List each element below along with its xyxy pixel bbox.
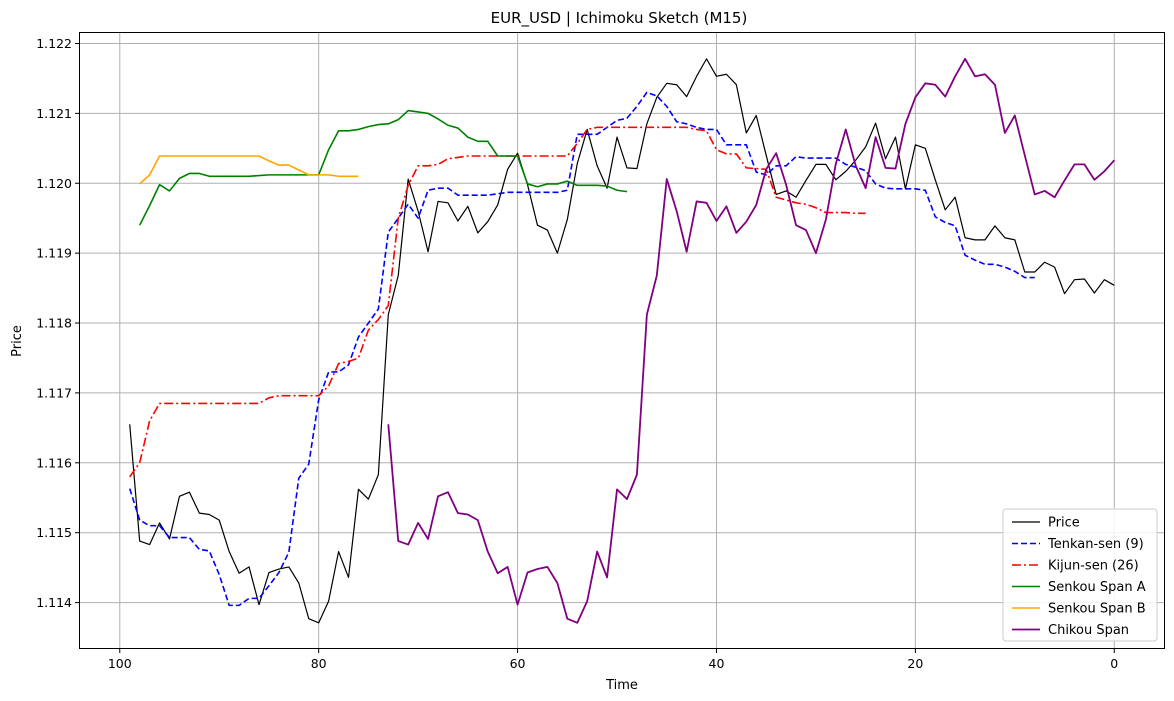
legend-label-kijun-sen-26: Kijun-sen (26) <box>1048 559 1139 574</box>
series-line-chikou-span <box>387 57 1115 624</box>
legend-label-chikou-span: Chikou Span <box>1048 623 1129 638</box>
x-tick-label: 0 <box>1110 656 1118 671</box>
y-tick-label: 1.116 <box>36 455 72 470</box>
y-tick-label: 1.114 <box>36 595 72 610</box>
legend-label-price: Price <box>1048 516 1080 531</box>
legend: Price Tenkan-sen (9) Kijun-sen (26) Senkou … <box>1002 508 1158 642</box>
grid-layer <box>80 33 1164 648</box>
y-tick-label: 1.121 <box>36 106 72 121</box>
series-line-price <box>129 58 1115 624</box>
y-axis-label: Price <box>10 325 25 357</box>
series-line-senkou-span-a <box>138 109 628 226</box>
series-layer <box>128 57 1115 624</box>
tick-layer: 100 80 60 40 20 0 1.114 1.115 1.116 1.117 1.118 1.1… <box>36 36 1118 671</box>
y-tick-label: 1.119 <box>36 246 72 261</box>
y-tick-label: 1.122 <box>36 36 72 51</box>
x-tick-label: 40 <box>709 656 725 671</box>
series-line-kijun-sen-26 <box>129 126 866 478</box>
y-tick-label: 1.117 <box>36 385 72 400</box>
x-tick-label: 60 <box>510 656 526 671</box>
x-tick-label: 80 <box>311 656 327 671</box>
y-tick-label: 1.115 <box>36 525 72 540</box>
legend-label-tenkan-sen-9: Tenkan-sen (9) <box>1047 537 1144 552</box>
legend-label-senkou-span-a: Senkou Span A <box>1048 580 1146 595</box>
x-tick-label: 20 <box>907 656 923 671</box>
legend-items: Price Tenkan-sen (9) Kijun-sen (26) Senkou … <box>1012 516 1146 638</box>
y-tick-label: 1.118 <box>36 316 72 331</box>
legend-label-senkou-span-b: Senkou Span B <box>1048 602 1146 617</box>
chart-title: EUR_USD | Ichimoku Sketch (M15) <box>491 9 748 28</box>
y-tick-label: 1.120 <box>36 176 72 191</box>
x-tick-label: 100 <box>108 656 132 671</box>
series-line-senkou-span-b <box>139 155 359 185</box>
x-axis-label: Time <box>605 678 638 693</box>
plot-frame <box>79 32 1165 649</box>
series-line-tenkan-sen-9 <box>128 91 1035 607</box>
legend-box <box>1002 508 1158 642</box>
